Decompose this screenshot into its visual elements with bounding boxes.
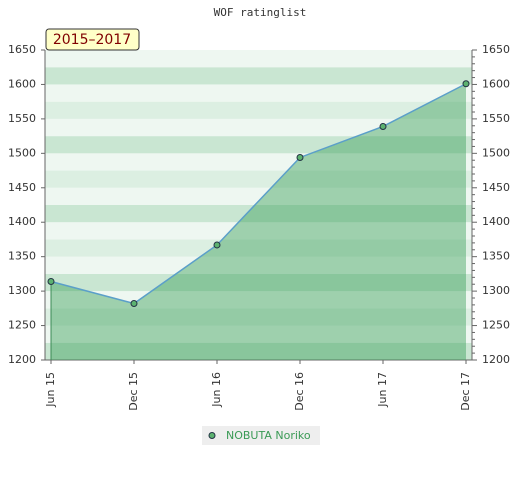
grid-band: [45, 136, 472, 154]
grid-band: [45, 205, 472, 223]
marker: [462, 80, 470, 88]
area: [51, 83, 466, 360]
grid-band: [45, 187, 472, 205]
x-tick-label: Jun 17: [376, 372, 389, 408]
grid-band: [45, 67, 472, 85]
y-tick-label: 1350: [8, 250, 36, 263]
grid-band: [45, 222, 472, 240]
y-tick-label: 1500: [8, 146, 36, 159]
marker: [379, 122, 387, 130]
y-tick-label: 1650: [8, 43, 36, 56]
legend-marker: [208, 432, 216, 439]
annotation: 2015–2017: [53, 32, 131, 48]
y-tick-label: 1550: [8, 112, 36, 125]
legend: NOBUTA Noriko: [202, 426, 320, 445]
x-tick-label: Dec 16: [293, 372, 306, 411]
y-tick-label: 1450: [8, 181, 36, 194]
y-tick-label: 1600: [482, 77, 510, 90]
chart-title: WOF ratinglist: [214, 6, 307, 19]
x-tick-label: Jun 15: [44, 372, 57, 408]
y-tick-label: 1300: [8, 284, 36, 297]
x-tick-label: Dec 15: [127, 372, 140, 411]
legend-label: NOBUTA Noriko: [226, 429, 311, 442]
grid-band: [45, 342, 472, 360]
y-tick-label: 1600: [8, 77, 36, 90]
grid-band: [45, 101, 472, 119]
y-tick-label: 1450: [482, 181, 510, 194]
line: [50, 83, 467, 305]
annotation-box: [45, 28, 140, 51]
y-tick-label: 1250: [482, 319, 510, 332]
x-tick-label: Jun 16: [210, 372, 223, 408]
marker: [213, 241, 221, 249]
grid-band: [45, 50, 472, 68]
y-tick-label: 1400: [8, 215, 36, 228]
marker: [130, 300, 138, 308]
grid-band: [45, 239, 472, 257]
grid-band: [45, 291, 472, 309]
grid-band: [45, 84, 472, 102]
legend-box: [202, 426, 320, 445]
marker: [47, 277, 55, 285]
y-tick-label: 1550: [482, 112, 510, 125]
grid-band: [45, 325, 472, 343]
grid-band: [45, 118, 472, 137]
y-tick-label: 1200: [482, 353, 510, 366]
grid-band: [45, 256, 472, 274]
y-tick-label: 1250: [8, 319, 36, 332]
y-tick-label: 1650: [482, 43, 510, 56]
y-tick-label: 1400: [482, 215, 510, 228]
y-tick-label: 1200: [8, 353, 36, 366]
y-tick-label: 1350: [482, 250, 510, 263]
marker: [296, 153, 304, 161]
x-tick-label: Dec 17: [459, 372, 472, 411]
grid-band: [45, 170, 472, 188]
grid-band: [45, 153, 472, 171]
grid-band: [45, 273, 472, 292]
y-tick-label: 1500: [482, 146, 510, 159]
y-tick-label: 1300: [482, 284, 510, 297]
grid-band: [45, 308, 472, 326]
